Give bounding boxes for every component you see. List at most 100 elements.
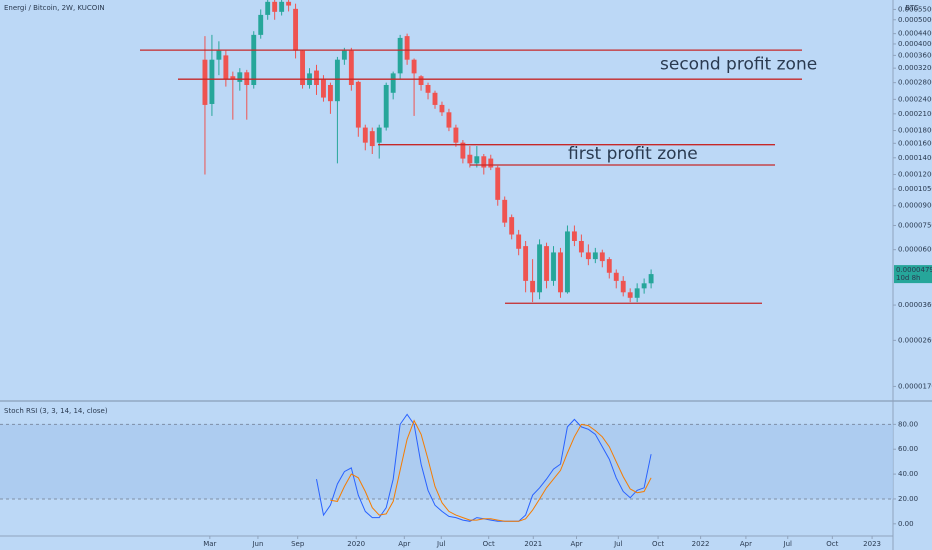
x-tick-label: 2021 bbox=[524, 540, 542, 548]
candle-body bbox=[334, 59, 340, 102]
candle-body bbox=[571, 231, 577, 241]
y-tick-label: 60.00 bbox=[898, 445, 918, 453]
candle-body bbox=[530, 280, 536, 293]
x-tick-label: Oct bbox=[826, 540, 838, 548]
candle-body bbox=[634, 288, 640, 298]
x-tick-label: Apr bbox=[398, 540, 410, 548]
candle-body bbox=[293, 8, 299, 51]
x-tick-label: Sep bbox=[291, 540, 305, 548]
candle-body bbox=[327, 84, 333, 102]
price-tag bbox=[894, 265, 932, 284]
candle-body bbox=[502, 199, 508, 223]
candle-body bbox=[495, 167, 501, 200]
candle-body bbox=[648, 274, 654, 284]
x-tick-label: Apr bbox=[740, 540, 752, 548]
candle-body bbox=[606, 259, 612, 273]
candle-body bbox=[251, 34, 257, 85]
x-tick-label: Oct bbox=[483, 540, 495, 548]
candle-body bbox=[411, 59, 417, 74]
y-tick-label: 0.00040000 bbox=[898, 40, 932, 48]
annotation: first profit zone bbox=[568, 144, 698, 164]
y-tick-label: 0.00024000 bbox=[898, 95, 932, 103]
countdown: 10d 8h bbox=[896, 274, 920, 282]
candle-body bbox=[453, 127, 459, 143]
candle-body bbox=[620, 280, 626, 293]
y-tick-label: 0.00001700 bbox=[898, 382, 932, 390]
y-tick-label: 0.00044000 bbox=[898, 30, 932, 38]
candle-body bbox=[592, 252, 598, 260]
candle-body bbox=[216, 50, 222, 60]
x-tick-label: Mar bbox=[203, 540, 216, 548]
candle-body bbox=[369, 131, 375, 147]
y-tick-label: 0.00028000 bbox=[898, 79, 932, 87]
y-tick-label: 80.00 bbox=[898, 420, 918, 428]
candle-body bbox=[272, 1, 278, 12]
candle-body bbox=[404, 36, 410, 60]
candle-body bbox=[578, 240, 584, 253]
y-tick-label: 0.00014000 bbox=[898, 154, 932, 162]
candle-body bbox=[383, 84, 389, 128]
candle-body bbox=[362, 127, 368, 143]
y-tick-label: 0.00050000 bbox=[898, 16, 932, 24]
candle-body bbox=[509, 217, 515, 235]
x-tick-label: 2022 bbox=[692, 540, 710, 548]
candle-body bbox=[474, 156, 480, 164]
y-tick-label: 0.00009000 bbox=[898, 202, 932, 210]
y-tick-label: 0.00018000 bbox=[898, 127, 932, 135]
y-tick-label: 0.00002600 bbox=[898, 336, 932, 344]
candle-body bbox=[348, 50, 354, 85]
y-tick-label: 40.00 bbox=[898, 470, 918, 478]
y-tick-label: 0.00 bbox=[898, 520, 914, 528]
y-tick-label: 0.00021000 bbox=[898, 110, 932, 118]
candle-body bbox=[641, 283, 647, 289]
x-tick-label: Jul bbox=[436, 540, 446, 548]
candle-body bbox=[223, 55, 229, 80]
candle-body bbox=[537, 244, 543, 293]
x-tick-label: Oct bbox=[652, 540, 664, 548]
x-tick-label: Jul bbox=[783, 540, 793, 548]
candle-body bbox=[202, 59, 208, 105]
x-tick-label: Apr bbox=[570, 540, 582, 548]
candle-body bbox=[613, 272, 619, 281]
candle-body bbox=[237, 72, 243, 82]
candle-body bbox=[439, 104, 445, 113]
candle-body bbox=[390, 73, 396, 93]
candle-body bbox=[544, 246, 549, 281]
x-tick-label: Jun bbox=[251, 540, 263, 548]
candle-body bbox=[425, 84, 431, 93]
candle-body bbox=[321, 79, 326, 98]
candle-body bbox=[558, 252, 563, 293]
y-tick-label: 0.00016000 bbox=[898, 139, 932, 147]
y-tick-label: 0.00012000 bbox=[898, 171, 932, 179]
y-tick-label: 0.00032000 bbox=[898, 64, 932, 72]
candle-body bbox=[585, 252, 591, 260]
y-tick-label: 0.00003600 bbox=[898, 301, 932, 309]
candle-body bbox=[279, 1, 285, 12]
candle-body bbox=[341, 50, 347, 60]
candle-body bbox=[397, 37, 403, 74]
candle-body bbox=[209, 59, 215, 104]
candle-body bbox=[467, 154, 473, 164]
axis-unit: BTC bbox=[905, 4, 919, 12]
y-tick-label: 0.00006000 bbox=[898, 246, 932, 254]
band-fill bbox=[0, 424, 893, 499]
y-tick-label: 0.00007500 bbox=[898, 221, 932, 229]
candle-body bbox=[516, 234, 522, 249]
candle-body bbox=[551, 252, 556, 281]
price-tag-label: 0.00004790 bbox=[896, 266, 932, 274]
candle-body bbox=[446, 112, 452, 128]
indicator-line bbox=[330, 419, 652, 522]
candle-body bbox=[565, 231, 570, 293]
y-tick-label: 20.00 bbox=[898, 495, 918, 503]
candle-body bbox=[355, 81, 361, 128]
chart-title: Energi / Bitcoin, 2W, KUCOIN bbox=[4, 4, 105, 12]
y-tick-label: 0.00010500 bbox=[898, 185, 932, 193]
candle-body bbox=[460, 142, 466, 159]
x-tick-label: Jul bbox=[613, 540, 623, 548]
candle-body bbox=[432, 92, 438, 105]
x-tick-label: 2020 bbox=[347, 540, 365, 548]
candle-body bbox=[230, 76, 236, 80]
candle-body bbox=[300, 50, 305, 85]
candle-body bbox=[418, 76, 424, 85]
